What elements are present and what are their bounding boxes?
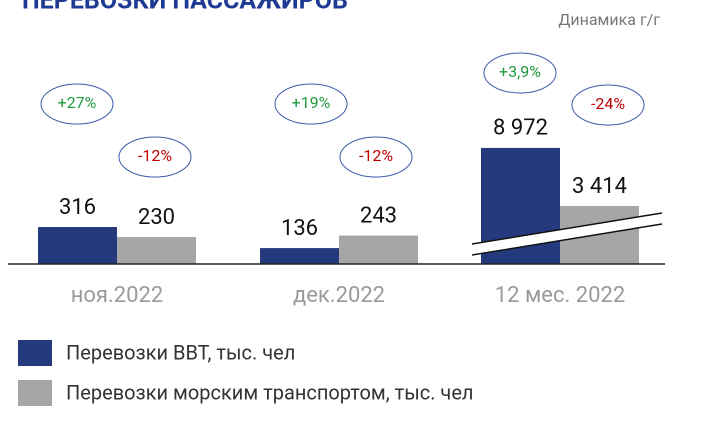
change-bubble <box>40 83 114 125</box>
change-bubble <box>483 52 557 94</box>
change-label: +3,9% <box>499 62 541 81</box>
change-bubble <box>339 136 413 178</box>
x-tick-label: ноя.2022 <box>71 283 164 308</box>
value-label: 243 <box>360 203 397 228</box>
axis-break-line <box>471 212 663 245</box>
change-label: -12% <box>138 146 172 165</box>
x-tick-label: дек.2022 <box>293 283 385 308</box>
subtitle: Динамика г/г <box>558 10 660 29</box>
change-label: -24% <box>591 94 625 113</box>
bar <box>38 227 117 264</box>
change-label: +19% <box>292 93 331 112</box>
value-label: 316 <box>59 195 96 220</box>
bar <box>339 235 418 264</box>
change-bubble <box>118 136 192 178</box>
change-bubble <box>571 84 645 126</box>
legend-label: Перевозки морским транспортом, тыс. чел <box>66 380 473 404</box>
legend-swatch <box>18 380 52 406</box>
value-label: 3 414 <box>572 174 627 199</box>
change-label: -12% <box>359 146 393 165</box>
legend-swatch <box>18 340 52 366</box>
bar <box>260 248 339 264</box>
value-label: 8 972 <box>493 116 548 141</box>
chart-title: ПЕРЕВОЗКИ ПАССАЖИРОВ <box>22 0 348 16</box>
axis-break-line <box>471 223 663 256</box>
change-label: +27% <box>58 93 97 112</box>
change-bubble <box>274 83 348 125</box>
value-label: 136 <box>281 216 318 241</box>
axis-break <box>472 213 662 255</box>
x-tick-label: 12 мес. 2022 <box>495 283 625 308</box>
value-label: 230 <box>138 205 175 230</box>
bar <box>117 237 196 264</box>
legend-label: Перевозки ВВТ, тыс. чел <box>66 340 295 364</box>
